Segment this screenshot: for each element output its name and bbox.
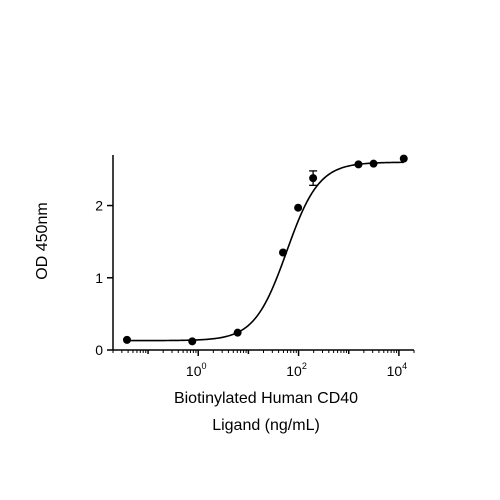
x-tick-label: 100: [186, 361, 207, 379]
data-point: [399, 154, 408, 163]
x-tick-base: 10: [387, 363, 403, 379]
data-point: [309, 174, 318, 183]
data-point: [354, 160, 363, 169]
data-point: [188, 337, 197, 346]
y-tick-label: 1: [95, 270, 103, 286]
data-point: [279, 248, 288, 257]
x-tick-label: 104: [387, 361, 408, 379]
x-tick-base: 10: [186, 363, 202, 379]
x-tick-exponent: 2: [302, 361, 307, 371]
y-axis-title: OD 450nm: [34, 202, 51, 279]
x-tick-base: 10: [286, 363, 302, 379]
data-point: [294, 203, 303, 212]
x-axis-title-line-1: Biotinylated Human CD40: [174, 390, 358, 407]
data-point: [369, 159, 378, 168]
y-tick-label: 2: [95, 198, 103, 214]
y-tick-label: 0: [95, 342, 103, 358]
x-tick-exponent: 0: [202, 361, 207, 371]
data-point: [233, 328, 242, 337]
x-tick-exponent: 4: [402, 361, 407, 371]
axes: [112, 155, 414, 351]
data-point: [122, 335, 131, 344]
fit-curve: [126, 161, 404, 342]
data-points: [122, 154, 408, 346]
x-tick-label: 102: [286, 361, 307, 379]
fit-curve-group: [126, 161, 404, 342]
x-axis-title-line-2: Ligand (ng/mL): [212, 417, 320, 434]
